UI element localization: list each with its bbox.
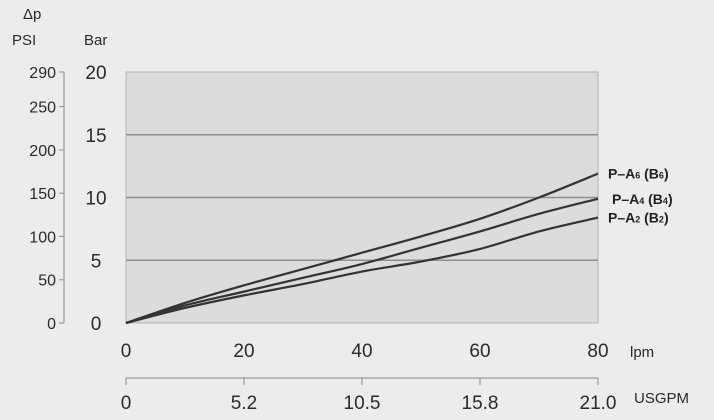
series-label-6: P–A6 (B6) [608, 166, 669, 182]
psi-tick-label: 100 [29, 229, 56, 246]
psi-tick-label: 50 [38, 273, 56, 290]
bar-tick-label: 20 [85, 63, 106, 84]
series-label-4: P–A4 (B4) [612, 191, 673, 207]
bar-tick-label: 5 [91, 251, 102, 272]
lpm-tick-label: 20 [233, 341, 254, 362]
usgpm-tick-label: 21.0 [580, 393, 617, 414]
psi-tick-label: 290 [29, 65, 56, 82]
usgpm-tick-label: 0 [121, 393, 132, 414]
delta-p-label: Δp [23, 6, 41, 23]
series-line-2 [125, 216, 599, 325]
psi-tick-label: 250 [29, 100, 56, 117]
lpm-tick-label: 80 [587, 341, 608, 362]
psi-tick-label: 150 [29, 186, 56, 203]
bar-unit-label: Bar [84, 32, 107, 49]
usgpm-tick-label: 10.5 [344, 393, 381, 414]
lpm-tick-label: 0 [121, 341, 132, 362]
bar-tick-label: 0 [91, 314, 102, 335]
series-label-2: P–A2 (B2) [608, 210, 669, 226]
lpm-unit-label: lpm [630, 344, 654, 361]
psi-tick-label: 200 [29, 143, 56, 160]
lpm-tick-label: 60 [469, 341, 490, 362]
usgpm-unit-label: USGPM [634, 390, 689, 407]
usgpm-tick-label: 5.2 [231, 393, 257, 414]
bar-tick-label: 10 [85, 189, 106, 210]
usgpm-tick-label: 15.8 [462, 393, 499, 414]
lpm-tick-label: 40 [351, 341, 372, 362]
series-line-4 [125, 197, 599, 325]
series-line-6 [125, 172, 599, 325]
psi-tick-label: 0 [47, 316, 56, 333]
psi-unit-label: PSI [12, 32, 36, 49]
bar-tick-label: 15 [85, 126, 106, 147]
